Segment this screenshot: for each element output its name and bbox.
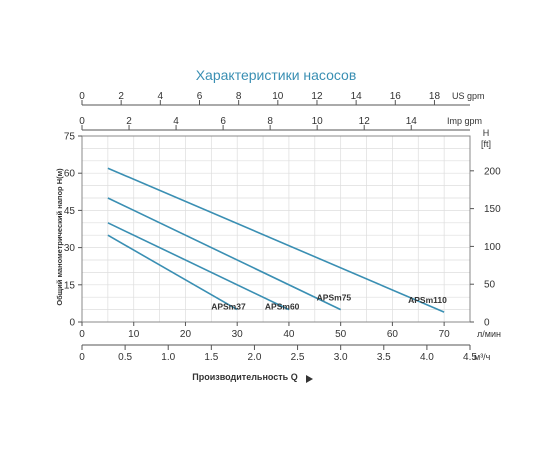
x-us-gpm-axis-tick-label: 0 <box>79 91 85 102</box>
y-left-tick-label: 15 <box>64 280 76 291</box>
x-m3h-axis-tick-label: 0 <box>79 352 85 363</box>
x-us-gpm-axis-tick-label: 10 <box>272 91 284 102</box>
x-lmin-tick-label: 50 <box>335 329 347 340</box>
x-m3h-axis-tick-label: 2.0 <box>247 352 261 363</box>
x-m3h-axis-tick-label: 2.5 <box>291 352 305 363</box>
x-us-gpm-axis-tick-label: 6 <box>197 91 203 102</box>
x-axis-label: Производительность Q <box>192 372 297 382</box>
x-lmin-tick-label: 10 <box>128 329 140 340</box>
y-right-tick-label: 200 <box>484 166 501 177</box>
y-right-axis-label-unit: [ft] <box>481 139 491 149</box>
series-label-apsm110: APSm110 <box>408 295 447 305</box>
y-left-tick-label: 0 <box>69 318 75 329</box>
y-left-tick-label: 30 <box>64 243 76 254</box>
y-right-tick-label: 50 <box>484 280 496 291</box>
x-us-gpm-axis-tick-label: 16 <box>390 91 402 102</box>
series-line-apsm60 <box>107 222 290 311</box>
y-right-axis-label-h: H <box>483 128 490 138</box>
x-us-gpm-axis-tick-label: 14 <box>351 91 363 102</box>
x-m3h-axis-tick-label: 1.5 <box>204 352 218 363</box>
x-lmin-tick-label: 60 <box>387 329 399 340</box>
x-lmin-tick-label: 40 <box>283 329 295 340</box>
y-right-tick-label: 0 <box>484 318 490 329</box>
x-m3h-axis-tick-label: 4.0 <box>420 352 434 363</box>
x-imp-gpm-axis-tick-label: 14 <box>406 116 418 127</box>
x-lmin-tick-label: 30 <box>232 329 244 340</box>
plot-frame <box>81 135 471 323</box>
y-left-tick-label: 45 <box>64 206 76 217</box>
series-line-apsm110 <box>107 167 445 313</box>
x-imp-gpm-axis-tick-label: 8 <box>267 116 273 127</box>
y-left-axis-label: Общий манометрический напор H(м) <box>55 168 64 306</box>
x-us-gpm-axis-unit-label: US gpm <box>452 91 485 101</box>
x-us-gpm-axis-tick-label: 8 <box>236 91 242 102</box>
x-m3h-axis-tick-label: 3.0 <box>334 352 348 363</box>
series-label-apsm37: APSm37 <box>211 302 246 312</box>
series-label-apsm75: APSm75 <box>317 293 352 303</box>
x-us-gpm-axis-tick-label: 2 <box>118 91 124 102</box>
series-line-apsm37 <box>107 234 238 311</box>
x-lmin-tick-label: 0 <box>79 329 85 340</box>
series-line-apsm75 <box>107 197 342 311</box>
series-label-apsm60: APSm60 <box>265 302 300 312</box>
x-us-gpm-axis-tick-label: 18 <box>429 91 441 102</box>
y-left-tick-label: 60 <box>64 169 76 180</box>
x-imp-gpm-axis-tick-label: 4 <box>173 116 179 127</box>
x-lmin-tick-label: 70 <box>439 329 451 340</box>
x-m3h-axis-unit-label: м³/ч <box>474 352 491 362</box>
x-imp-gpm-axis-unit-label: Imp gpm <box>447 116 482 126</box>
x-m3h-axis-tick-label: 1.0 <box>161 352 175 363</box>
y-right-tick-label: 100 <box>484 242 501 253</box>
x-imp-gpm-axis-tick-label: 10 <box>312 116 324 127</box>
x-lmin-tick-label: 20 <box>180 329 192 340</box>
x-imp-gpm-axis-tick-label: 12 <box>359 116 371 127</box>
x-m3h-axis-tick-label: 4.5 <box>463 352 477 363</box>
x-axis-arrow-icon <box>306 375 313 383</box>
x-us-gpm-axis-tick-label: 12 <box>311 91 323 102</box>
x-imp-gpm-axis-tick-label: 2 <box>126 116 132 127</box>
x-m3h-axis-tick-label: 0.5 <box>118 352 132 363</box>
x-m3h-axis-tick-label: 3.5 <box>377 352 391 363</box>
x-lmin-unit-label: л/мин <box>477 329 501 339</box>
y-left-tick-label: 75 <box>64 132 76 143</box>
x-imp-gpm-axis-tick-label: 6 <box>220 116 226 127</box>
chart-title: Характеристики насосов <box>196 67 357 83</box>
x-imp-gpm-axis-tick-label: 0 <box>79 116 85 127</box>
y-right-tick-label: 150 <box>484 204 501 215</box>
x-us-gpm-axis-tick-label: 4 <box>158 91 164 102</box>
